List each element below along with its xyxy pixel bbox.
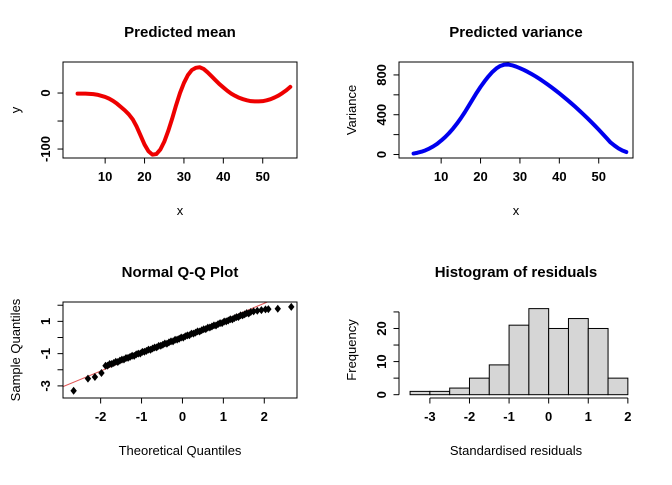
x-tick-label: 0: [179, 409, 186, 424]
x-tick-label: 2: [624, 409, 631, 424]
x-tick-label: 10: [434, 169, 448, 184]
x-axis-label: Standardised residuals: [450, 443, 583, 458]
x-tick-label: 50: [255, 169, 269, 184]
plot-title: Histogram of residuals: [435, 264, 598, 281]
x-tick-label: -1: [503, 409, 515, 424]
histogram-bar: [468, 377, 490, 396]
x-tick-label: -2: [95, 409, 107, 424]
qq-point: [247, 308, 254, 317]
histogram-bar: [587, 327, 609, 396]
histogram-bar: [567, 318, 589, 396]
qq-point: [274, 304, 281, 313]
histogram-bar: [607, 377, 629, 396]
histogram-bar: [488, 364, 510, 396]
plot-box: [62, 301, 298, 399]
plot-title: Normal Q-Q Plot: [122, 264, 239, 281]
qq-point: [98, 368, 105, 377]
qq-point: [137, 349, 144, 358]
plot-box: [398, 61, 634, 159]
y-tick-label: 400: [374, 104, 389, 126]
x-tick-label: 20: [137, 169, 151, 184]
x-tick-label: 20: [473, 169, 487, 184]
histogram-bar: [548, 327, 569, 396]
qq-point: [186, 331, 193, 340]
predicted-variance-plot: Predicted variance x Variance 10 20 30 40 50…: [344, 24, 634, 218]
qq-point: [212, 321, 220, 330]
y-axis-label: y: [8, 106, 23, 113]
y-tick-label: -3: [38, 380, 53, 392]
plot-box: [62, 61, 298, 159]
x-axis-label: Theoretical Quantiles: [119, 443, 242, 458]
x-tick-label: 30: [177, 169, 191, 184]
qq-point: [91, 373, 99, 382]
histogram-bar: [429, 390, 451, 396]
x-tick-label: 1: [585, 409, 592, 424]
histogram-bar: [528, 308, 550, 396]
qq-point: [265, 305, 272, 314]
x-tick-label: -1: [136, 409, 148, 424]
data-curve: [411, 62, 629, 156]
x-tick-label: 40: [216, 169, 230, 184]
plot-area: -2 -1 0 1 2 1 -1 -3: [38, 301, 298, 424]
y-tick-label: -1: [38, 348, 53, 360]
y-axis-label: Variance: [344, 85, 359, 135]
qq-plot: Normal Q-Q Plot Theoretical Quantiles Sa…: [8, 264, 298, 458]
histogram-bar: [449, 387, 470, 396]
qq-point: [163, 339, 171, 348]
panel-predicted-variance: Predicted variance x Variance 10 20 30 40 50…: [336, 0, 672, 240]
y-tick-label: 0: [374, 151, 389, 158]
qq-point: [84, 374, 92, 383]
x-tick-label: 0: [545, 409, 552, 424]
plot-title: Predicted mean: [124, 24, 236, 41]
plot-area: 10 20 30 40 50 0 400 800: [374, 61, 634, 184]
y-tick-label: 0: [374, 391, 389, 398]
x-tick-label: 2: [261, 409, 268, 424]
y-tick-label: 20: [374, 321, 389, 335]
x-axis-label: x: [177, 203, 184, 218]
y-axis-label: Frequency: [344, 319, 359, 381]
x-tick-label: 10: [98, 169, 112, 184]
qq-point: [180, 333, 187, 342]
qq-point: [258, 306, 265, 315]
y-tick-label: -100: [38, 136, 53, 162]
panel-qq-plot: Normal Q-Q Plot Theoretical Quantiles Sa…: [0, 240, 336, 480]
y-tick-label: 0: [38, 89, 53, 96]
x-tick-label: 30: [513, 169, 527, 184]
x-tick-label: 40: [552, 169, 566, 184]
x-tick-label: -3: [424, 409, 436, 424]
qq-point: [288, 302, 295, 311]
x-tick-label: 1: [220, 409, 227, 424]
histogram-bar: [508, 324, 530, 396]
panel-residual-histogram: Histogram of residuals Standardised resi…: [336, 240, 672, 480]
panel-predicted-mean: Predicted mean x y 10 20 30 40 50 0 -100: [0, 0, 336, 240]
y-tick-label: 10: [374, 354, 389, 368]
predicted-mean-plot: Predicted mean x y 10 20 30 40 50 0 -100: [8, 24, 298, 218]
plot-area: 10 20 30 40 50 0 -100: [38, 61, 298, 184]
x-tick-label: -2: [464, 409, 476, 424]
residual-histogram-plot: Histogram of residuals Standardised resi…: [344, 264, 631, 458]
qq-point: [250, 307, 257, 316]
qq-point: [70, 386, 77, 395]
qq-point: [235, 313, 242, 322]
y-tick-label: 1: [38, 318, 53, 325]
y-axis-label: Sample Quantiles: [8, 298, 23, 401]
data-curve: [75, 65, 293, 157]
y-tick-label: 800: [374, 64, 389, 86]
histogram-bar: [409, 390, 431, 396]
x-tick-label: 50: [591, 169, 605, 184]
qq-point: [254, 306, 261, 315]
plot-title: Predicted variance: [449, 24, 582, 41]
x-axis-label: x: [513, 203, 520, 218]
qq-point: [245, 309, 252, 318]
